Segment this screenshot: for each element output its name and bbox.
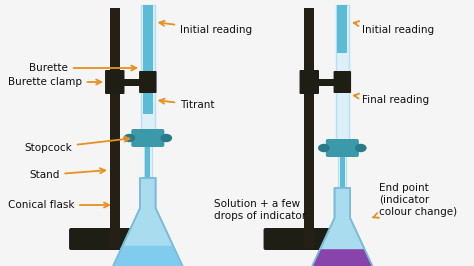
Polygon shape: [110, 246, 186, 266]
FancyBboxPatch shape: [105, 70, 125, 94]
Bar: [110, 8, 119, 248]
FancyBboxPatch shape: [326, 139, 359, 157]
Text: Final reading: Final reading: [354, 94, 429, 105]
Text: Stopcock: Stopcock: [24, 137, 129, 153]
FancyBboxPatch shape: [334, 71, 351, 93]
Text: Initial reading: Initial reading: [159, 21, 252, 35]
Text: Stand: Stand: [29, 168, 105, 180]
Polygon shape: [110, 178, 186, 266]
Bar: [304, 8, 314, 248]
Text: Conical flask: Conical flask: [8, 200, 109, 210]
FancyBboxPatch shape: [69, 228, 161, 250]
Bar: [143, 5, 153, 114]
FancyBboxPatch shape: [300, 70, 319, 94]
Ellipse shape: [161, 134, 172, 142]
Bar: [124, 78, 140, 85]
Bar: [146, 145, 150, 180]
Text: Initial reading: Initial reading: [354, 21, 434, 35]
Bar: [144, 145, 152, 180]
Bar: [340, 155, 345, 190]
FancyBboxPatch shape: [131, 129, 164, 147]
Text: Titrant: Titrant: [159, 99, 214, 110]
Bar: [338, 155, 346, 190]
FancyBboxPatch shape: [264, 228, 355, 250]
Ellipse shape: [124, 134, 135, 142]
Polygon shape: [304, 249, 380, 266]
Bar: [141, 5, 155, 133]
Ellipse shape: [318, 144, 330, 152]
Text: Burette clamp: Burette clamp: [8, 77, 101, 87]
Bar: [337, 5, 347, 53]
Polygon shape: [304, 188, 380, 266]
FancyBboxPatch shape: [139, 71, 156, 93]
Text: Burette: Burette: [29, 63, 136, 73]
Bar: [336, 5, 349, 143]
Text: End point
(indicator
colour change): End point (indicator colour change): [373, 183, 457, 218]
Ellipse shape: [355, 144, 367, 152]
Bar: [318, 78, 335, 85]
Text: Solution + a few
drops of indicator: Solution + a few drops of indicator: [214, 199, 306, 221]
